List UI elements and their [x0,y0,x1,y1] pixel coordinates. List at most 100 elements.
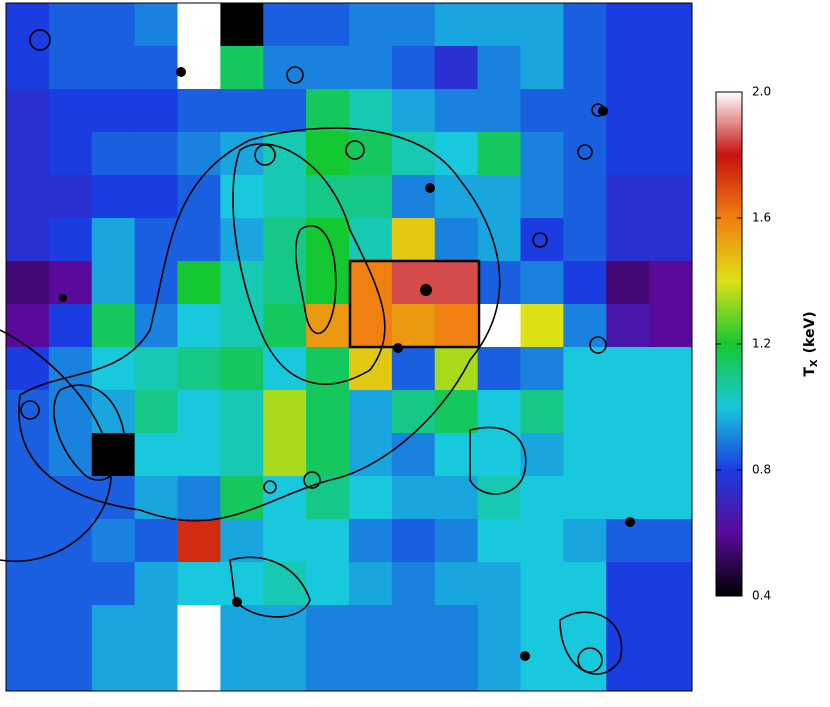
heatmap-cell [220,562,264,606]
heatmap-cell [91,390,136,434]
heatmap-cell [606,390,650,434]
colorbar-label-sub: X [809,359,820,367]
heatmap-cell [134,562,178,606]
heatmap-cell [649,89,693,133]
heatmap-cell [434,89,479,133]
heatmap-cell [520,390,564,434]
heatmap-cell [349,46,393,90]
heatmap-cell [391,519,436,563]
heatmap-cell [263,390,307,434]
heatmap-cell [177,648,221,692]
heatmap-cell [477,433,521,477]
heatmap-cell [177,304,221,348]
colorbar-label: TX (keV) [802,311,820,376]
heatmap-cell [134,648,178,692]
heatmap-cell [563,304,607,348]
heatmap-cell [134,175,178,219]
heatmap-cell [134,476,178,520]
heatmap-cell [6,562,50,606]
heatmap-cell [391,476,436,520]
heatmap-cell [48,476,93,520]
heatmap-cell [434,519,479,563]
heatmap-cell [520,433,564,477]
heatmap-cell [220,261,264,305]
heatmap-cell [134,132,178,176]
heatmap-cell [48,304,93,348]
colorbar-tick-label: 1.6 [752,211,771,225]
heatmap-cell [306,433,350,477]
heatmap-cell [349,3,393,47]
heatmap-cell [520,476,564,520]
heatmap-cell [6,390,50,434]
heatmap-cell [606,3,650,47]
heatmap-cell [306,605,350,649]
heatmap-cell [306,132,350,176]
heatmap-cell [220,347,264,391]
heatmap-cell [349,89,393,133]
colorbar-label-main: T [802,367,818,377]
heatmap-cell [220,304,264,348]
heatmap-cell [349,519,393,563]
heatmap-cell [91,261,136,305]
heatmap-cell [48,132,93,176]
heatmap-cell [563,390,607,434]
heatmap-cell [520,347,564,391]
heatmap-cell [391,433,436,477]
heatmap-cell [91,519,136,563]
heatmap-cell [477,218,521,262]
heatmap-cell [606,304,650,348]
heatmap-cell [134,46,178,90]
heatmap-cell [177,433,221,477]
heatmap-cell [6,519,50,563]
heatmap-cell [6,261,50,305]
heatmap-cell [263,132,307,176]
heatmap-cell [434,304,479,348]
heatmap-cell [606,89,650,133]
heatmap-cell [649,347,693,391]
heatmap-cell [48,218,93,262]
heatmap-cell [563,648,607,692]
heatmap-cell [91,89,136,133]
colorbar-tick-label: 1.2 [752,337,771,351]
heatmap-cell [434,261,479,305]
heatmap-cell [563,433,607,477]
heatmap-cell [134,433,178,477]
heatmap-cell [48,89,93,133]
heatmap-cell [391,175,436,219]
heatmap-cell [434,433,479,477]
heatmap-cell [649,476,693,520]
heatmap-cell [306,519,350,563]
heatmap-cell [520,132,564,176]
heatmap-cell [477,347,521,391]
heatmap-cell [606,261,650,305]
heatmap-cell [91,46,136,90]
heatmap-cell [606,648,650,692]
heatmap-cell [48,261,93,305]
heatmap-cell [520,519,564,563]
heatmap-cell [649,304,693,348]
heatmap-cell [263,433,307,477]
heatmap-cell [606,218,650,262]
heatmap-cell [606,562,650,606]
heatmap-cell [48,648,93,692]
heatmap-cell [6,175,50,219]
heatmap-cell [263,304,307,348]
heatmap-cell [48,433,93,477]
heatmap-cell [6,476,50,520]
heatmap-cell [520,3,564,47]
heatmap-cell [649,46,693,90]
heatmap-cell [6,89,50,133]
heatmap-cell [391,605,436,649]
heatmap-cell [6,46,50,90]
heatmap-cell [134,89,178,133]
heatmap-cell [263,476,307,520]
heatmap-cell [563,476,607,520]
heatmap-cell [649,218,693,262]
heatmap-cell [520,304,564,348]
heatmap-cell [606,476,650,520]
heatmap-cell [220,218,264,262]
heatmap-cell [48,605,93,649]
heatmap-cell [391,218,436,262]
heatmap-cell [220,390,264,434]
heatmap-cell [263,175,307,219]
